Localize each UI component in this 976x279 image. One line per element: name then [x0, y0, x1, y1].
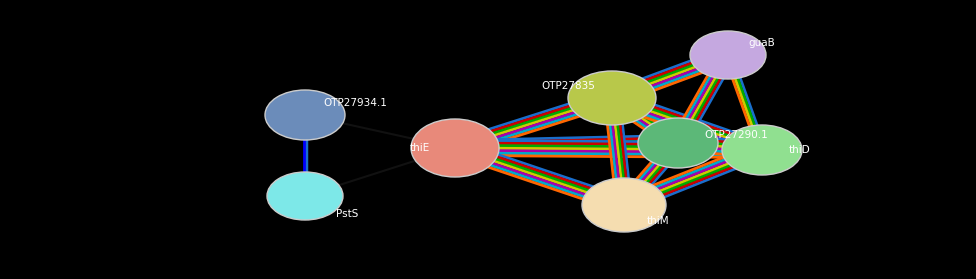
Text: OTP27835: OTP27835: [541, 81, 595, 91]
Text: thiE: thiE: [410, 143, 430, 153]
Ellipse shape: [411, 119, 499, 177]
Text: thiD: thiD: [790, 145, 811, 155]
Text: thiM: thiM: [647, 216, 670, 226]
Ellipse shape: [265, 90, 345, 140]
Text: guaB: guaB: [749, 38, 775, 48]
Ellipse shape: [722, 125, 802, 175]
Text: OTP27290.1: OTP27290.1: [704, 130, 768, 140]
Ellipse shape: [267, 172, 343, 220]
Ellipse shape: [638, 118, 718, 168]
Text: OTP27934.1: OTP27934.1: [323, 98, 386, 108]
Ellipse shape: [690, 31, 766, 79]
Text: PstS: PstS: [336, 209, 358, 219]
Ellipse shape: [568, 71, 656, 125]
Ellipse shape: [582, 178, 666, 232]
